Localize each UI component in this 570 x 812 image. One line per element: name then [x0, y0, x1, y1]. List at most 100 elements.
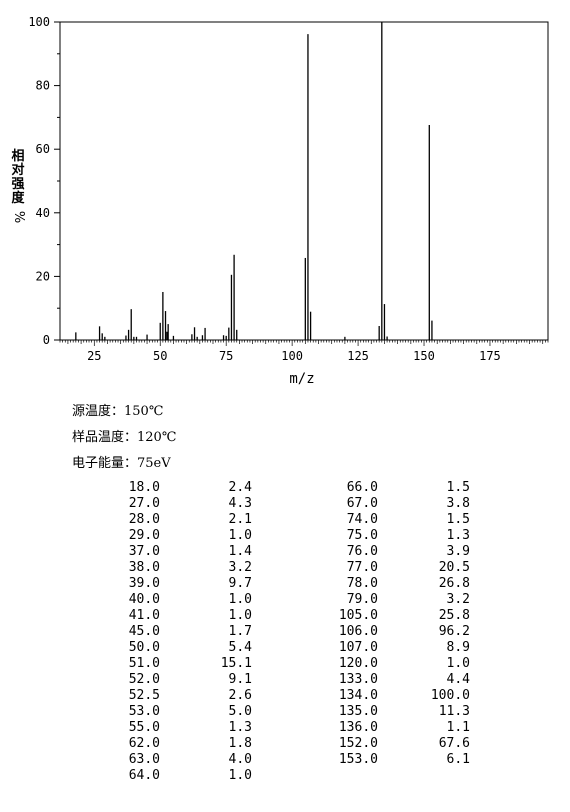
mz-value: 64.0 — [128, 768, 160, 783]
mz-value: 75.0 — [346, 528, 378, 543]
table-row: 74.0 1.5 — [290, 512, 570, 528]
table-row: 29.0 1.0 — [72, 528, 552, 544]
mz-value: 76.0 — [346, 544, 378, 559]
intensity-value: 1.5 — [446, 512, 470, 527]
intensity-value: 1.5 — [446, 480, 470, 495]
y-tick-label: 80 — [36, 79, 50, 93]
mz-value: 106.0 — [338, 624, 378, 639]
x-tick-label: 125 — [347, 349, 369, 363]
table-row: 41.0 1.0 — [72, 608, 552, 624]
intensity-value: 15.1 — [220, 656, 252, 671]
y-axis-label: 相 对 强 度 % — [10, 150, 26, 224]
mz-value: 105.0 — [338, 608, 378, 623]
mz-value: 79.0 — [346, 592, 378, 607]
table-row: 39.0 9.7 — [72, 576, 552, 592]
table-row: 38.0 3.2 — [72, 560, 552, 576]
table-row: 53.0 5.0 — [72, 704, 552, 720]
intensity-value: 1.0 — [228, 768, 252, 783]
mz-value: 51.0 — [128, 656, 160, 671]
table-row: 120.0 1.0 — [290, 656, 570, 672]
electron-energy: 电子能量：75eV — [72, 456, 171, 471]
mz-value: 29.0 — [128, 528, 160, 543]
table-row: 52.5 2.6 — [72, 688, 552, 704]
intensity-value: 9.1 — [228, 672, 252, 687]
mz-value: 67.0 — [346, 496, 378, 511]
intensity-value: 3.2 — [228, 560, 252, 575]
mz-value: 39.0 — [128, 576, 160, 591]
y-axis-label-char: 相 — [11, 149, 25, 164]
y-tick-label: 100 — [28, 15, 50, 29]
table-row: 50.0 5.4 — [72, 640, 552, 656]
intensity-value: 2.6 — [228, 688, 252, 703]
mz-value: 28.0 — [128, 512, 160, 527]
table-row: 136.0 1.1 — [290, 720, 570, 736]
mz-value: 53.0 — [128, 704, 160, 719]
table-row: 18.0 2.4 — [72, 480, 552, 496]
intensity-value: 6.1 — [446, 752, 470, 767]
table-row: 40.0 1.0 — [72, 592, 552, 608]
intensity-value: 1.7 — [228, 624, 252, 639]
intensity-value: 1.0 — [446, 656, 470, 671]
intensity-value: 1.0 — [228, 608, 252, 623]
intensity-value: 96.2 — [438, 624, 470, 639]
mz-value: 41.0 — [128, 608, 160, 623]
intensity-value: 8.9 — [446, 640, 470, 655]
table-row: 55.0 1.3 — [72, 720, 552, 736]
intensity-value: 25.8 — [438, 608, 470, 623]
mz-value: 52.5 — [128, 688, 160, 703]
intensity-value: 5.0 — [228, 704, 252, 719]
y-axis-label-char: 对 — [11, 163, 25, 178]
table-row: 76.0 3.9 — [290, 544, 570, 560]
table-row: 52.0 9.1 — [72, 672, 552, 688]
mz-value: 66.0 — [346, 480, 378, 495]
y-axis-label-char: 强 — [11, 177, 25, 192]
table-row: 63.0 4.0 — [72, 752, 552, 768]
table-row: 135.0 11.3 — [290, 704, 570, 720]
y-tick-label: 60 — [36, 142, 50, 156]
mz-value: 74.0 — [346, 512, 378, 527]
source-temperature: 源温度：150℃ — [72, 404, 164, 419]
table-row: 134.0 100.0 — [290, 688, 570, 704]
intensity-value: 1.8 — [228, 736, 252, 751]
intensity-value: 5.4 — [228, 640, 252, 655]
mz-value: 37.0 — [128, 544, 160, 559]
intensity-value: 1.3 — [228, 720, 252, 735]
y-axis-label-char: 度 — [11, 191, 25, 206]
table-row: 106.0 96.2 — [290, 624, 570, 640]
mz-value: 153.0 — [338, 752, 378, 767]
x-tick-label: 75 — [219, 349, 233, 363]
intensity-value: 3.2 — [446, 592, 470, 607]
table-row: 133.0 4.4 — [290, 672, 570, 688]
intensity-value: 3.9 — [446, 544, 470, 559]
table-row: 153.0 6.1 — [290, 752, 570, 768]
table-row: 28.0 2.1 — [72, 512, 552, 528]
mz-value: 120.0 — [338, 656, 378, 671]
table-row: 37.0 1.4 — [72, 544, 552, 560]
intensity-value: 26.8 — [438, 576, 470, 591]
plot-frame — [59, 21, 549, 341]
intensity-value: 3.8 — [446, 496, 470, 511]
table-row: 62.0 1.8 — [72, 736, 552, 752]
mz-value: 63.0 — [128, 752, 160, 767]
intensity-value: 1.1 — [446, 720, 470, 735]
table-row: 105.0 25.8 — [290, 608, 570, 624]
table-row: 45.0 1.7 — [72, 624, 552, 640]
x-axis-label: m/z — [289, 371, 314, 387]
table-row: 51.0 15.1 — [72, 656, 552, 672]
mz-value: 152.0 — [338, 736, 378, 751]
intensity-value: 2.1 — [228, 512, 252, 527]
table-row: 27.0 4.3 — [72, 496, 552, 512]
intensity-value: 1.0 — [228, 592, 252, 607]
mz-value: 50.0 — [128, 640, 160, 655]
mz-value: 133.0 — [338, 672, 378, 687]
intensity-value: 11.3 — [438, 704, 470, 719]
y-tick-label: 0 — [43, 333, 50, 347]
mz-value: 62.0 — [128, 736, 160, 751]
mz-value: 52.0 — [128, 672, 160, 687]
x-tick-label: 50 — [153, 349, 167, 363]
x-tick-label: 100 — [281, 349, 303, 363]
x-tick-label: 25 — [87, 349, 101, 363]
mz-value: 107.0 — [338, 640, 378, 655]
y-axis-unit: % — [11, 210, 26, 224]
table-row: 64.0 1.0 — [72, 768, 552, 784]
